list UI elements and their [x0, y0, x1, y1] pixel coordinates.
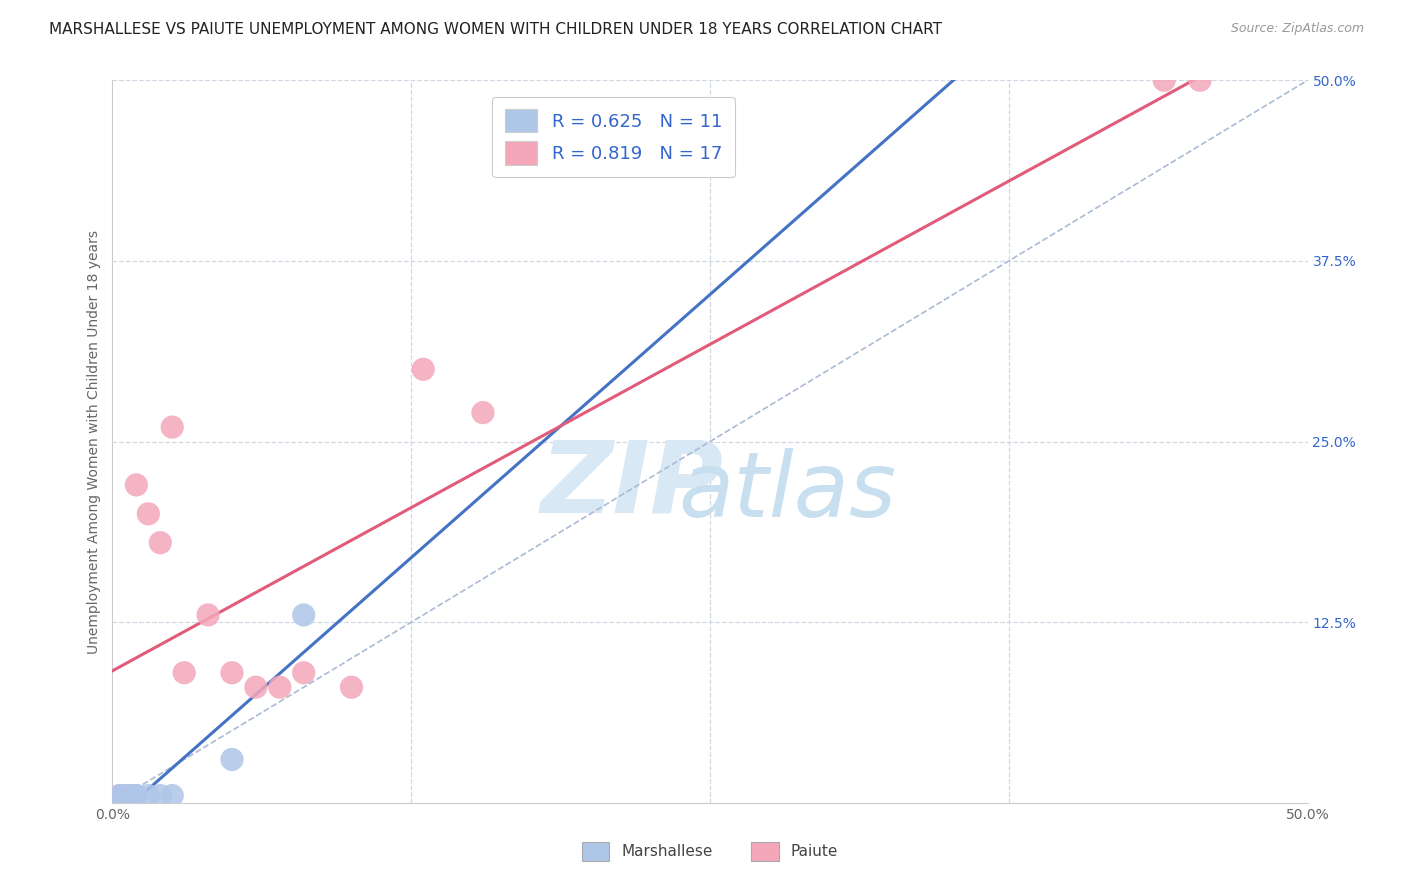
Point: [108, 789, 131, 803]
Point: [118, 791, 141, 805]
Point: [162, 420, 183, 434]
Point: [412, 362, 434, 376]
Point: [197, 607, 219, 622]
Point: [221, 752, 243, 766]
Text: ZIP: ZIP: [541, 436, 724, 533]
Point: [125, 789, 148, 803]
Point: [108, 789, 131, 803]
Point: [221, 665, 243, 680]
Point: [121, 789, 143, 803]
Point: [292, 665, 315, 680]
Text: Source: ZipAtlas.com: Source: ZipAtlas.com: [1230, 22, 1364, 36]
Point: [114, 789, 135, 803]
Point: [149, 789, 172, 803]
Text: atlas: atlas: [679, 448, 897, 536]
Point: [269, 680, 291, 694]
Point: [118, 789, 141, 803]
Point: [125, 478, 148, 492]
Point: [292, 607, 315, 622]
Text: MARSHALLESE VS PAIUTE UNEMPLOYMENT AMONG WOMEN WITH CHILDREN UNDER 18 YEARS CORR: MARSHALLESE VS PAIUTE UNEMPLOYMENT AMONG…: [49, 22, 942, 37]
Point: [472, 406, 495, 420]
Point: [125, 789, 148, 803]
Point: [340, 680, 363, 694]
Point: [1189, 73, 1212, 87]
Point: [245, 680, 267, 694]
Point: [138, 789, 160, 803]
Point: [149, 535, 172, 549]
Legend: Marshallese, Paiute: Marshallese, Paiute: [575, 836, 845, 867]
Point: [162, 789, 183, 803]
Point: [138, 507, 160, 521]
Point: [1153, 73, 1175, 87]
Y-axis label: Unemployment Among Women with Children Under 18 years: Unemployment Among Women with Children U…: [87, 229, 101, 654]
Point: [173, 665, 195, 680]
